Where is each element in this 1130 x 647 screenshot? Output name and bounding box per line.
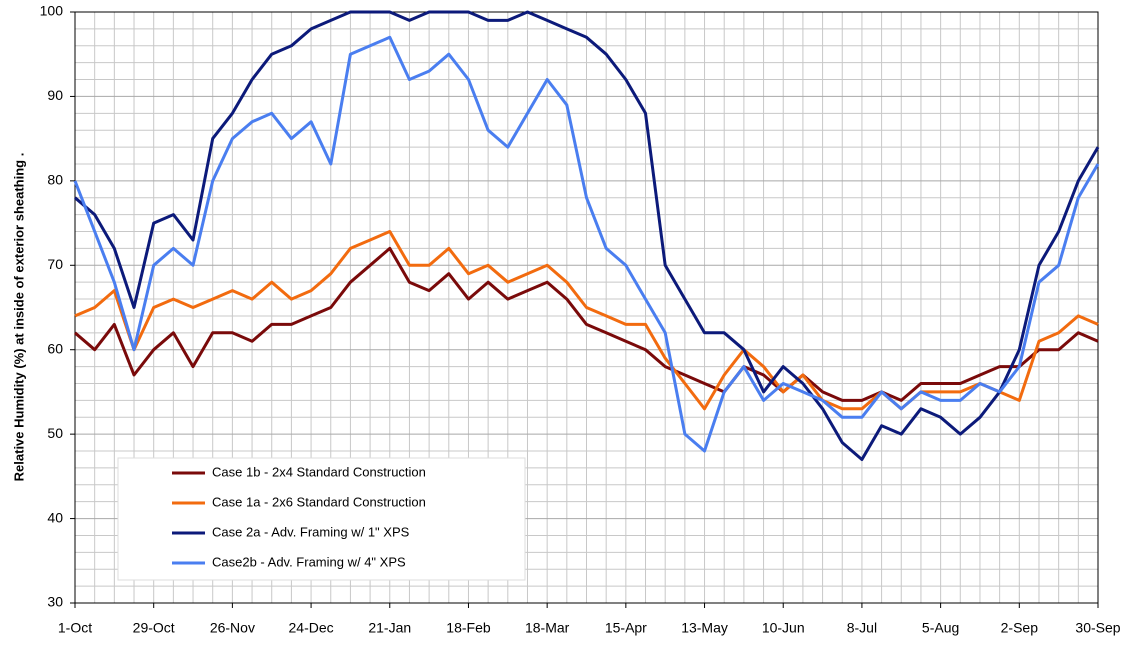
y-tick-label: 60 [47,340,63,356]
legend-label: Case 2a - Adv. Framing w/ 1" XPS [212,524,410,539]
y-tick-label: 30 [47,594,63,610]
x-tick-label: 18-Mar [525,620,570,636]
legend-label: Case2b - Adv. Framing w/ 4" XPS [212,554,406,569]
x-tick-label: 15-Apr [605,620,647,636]
y-axis-label: Relative Humidity (%) at inside of exter… [11,153,26,482]
x-tick-label: 13-May [681,620,728,636]
y-tick-label: 90 [47,87,63,103]
x-tick-label: 21-Jan [368,620,411,636]
legend-label: Case 1a - 2x6 Standard Construction [212,494,426,509]
series-line [74,10,1100,461]
x-tick-label: 8-Jul [847,620,877,636]
series-line [73,35,1100,453]
x-tick-label: 5-Aug [922,620,959,636]
series-line [74,246,1099,402]
x-tick-label: 18-Feb [446,620,491,636]
plot-border [74,11,1099,604]
series-line [74,230,1099,411]
legend-box [117,457,526,581]
x-tick-label: 1-Oct [58,620,92,636]
x-tick-label: 24-Dec [289,620,334,636]
legend-label: Case 1b - 2x4 Standard Construction [212,464,426,479]
x-tick-label: 26-Nov [210,620,255,636]
x-tick-label: 29-Oct [133,620,175,636]
y-tick-label: 40 [47,509,63,525]
x-tick-label: 2-Sep [1001,620,1039,636]
y-tick-label: 80 [47,172,63,188]
x-tick-label: 10-Jun [762,620,805,636]
y-tick-label: 70 [47,256,63,272]
y-tick-label: 100 [40,3,64,19]
y-tick-label: 50 [47,425,63,441]
x-tick-label: 30-Sep [1075,620,1120,636]
